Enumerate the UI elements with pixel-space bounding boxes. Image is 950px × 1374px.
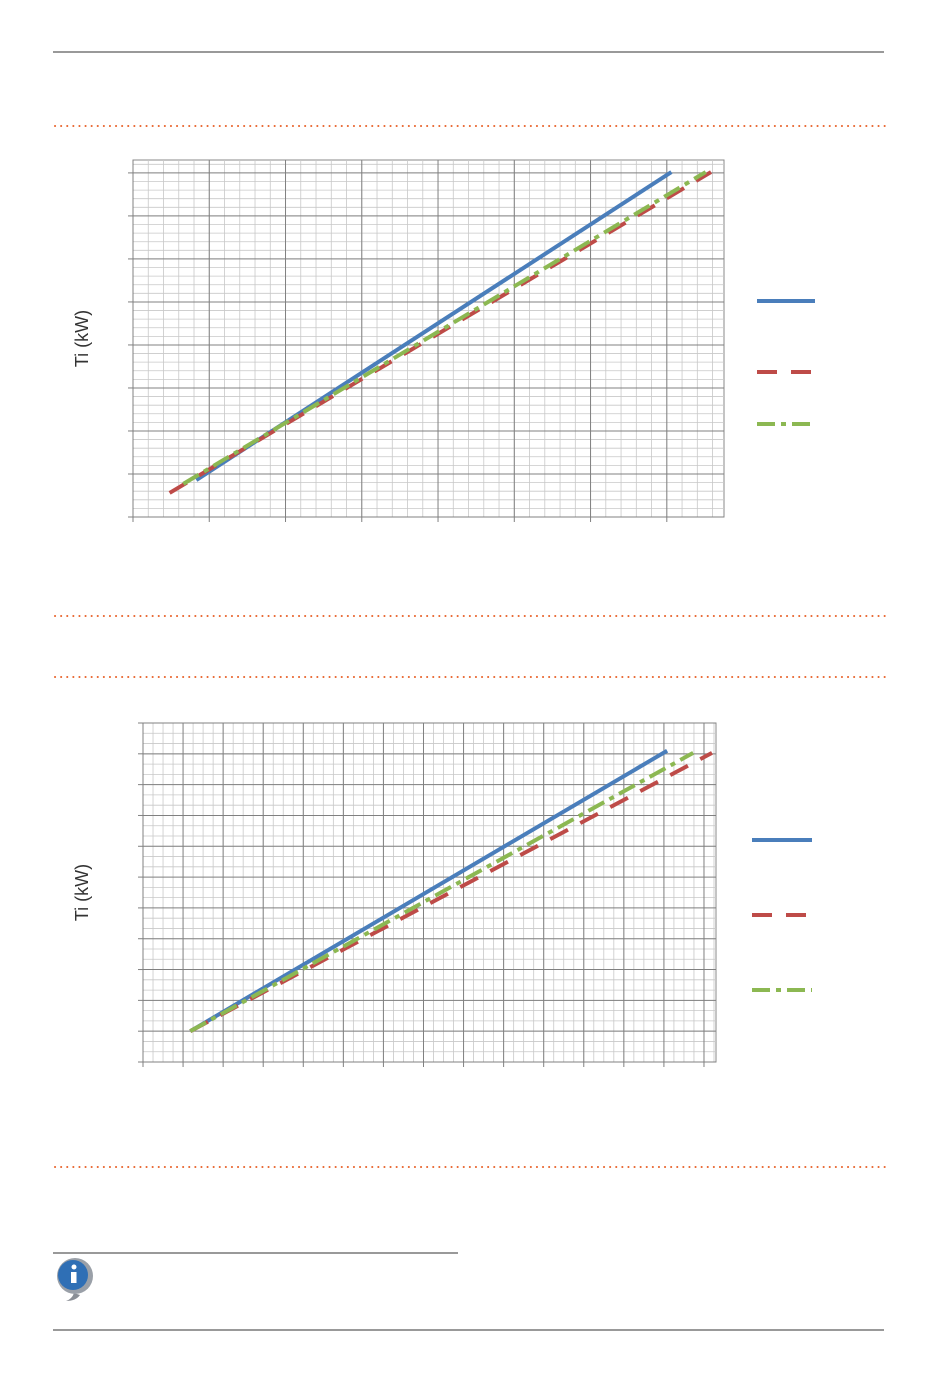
charts: Ti (kW) Ti (kW) bbox=[72, 159, 815, 1067]
icon-tail bbox=[66, 1293, 80, 1301]
series-line bbox=[189, 751, 695, 1033]
icon-dot bbox=[71, 1264, 77, 1270]
chart: Ti (kW) bbox=[72, 159, 815, 522]
icon-stem bbox=[71, 1272, 77, 1283]
series-line bbox=[182, 170, 707, 486]
series-line bbox=[189, 751, 713, 1033]
series-line bbox=[168, 170, 713, 495]
chart: Ti (kW) bbox=[72, 722, 812, 1067]
info-icon bbox=[57, 1258, 93, 1301]
y-axis-label: Ti (kW) bbox=[72, 864, 92, 921]
y-axis-label: Ti (kW) bbox=[72, 310, 92, 367]
series-line bbox=[189, 749, 669, 1033]
